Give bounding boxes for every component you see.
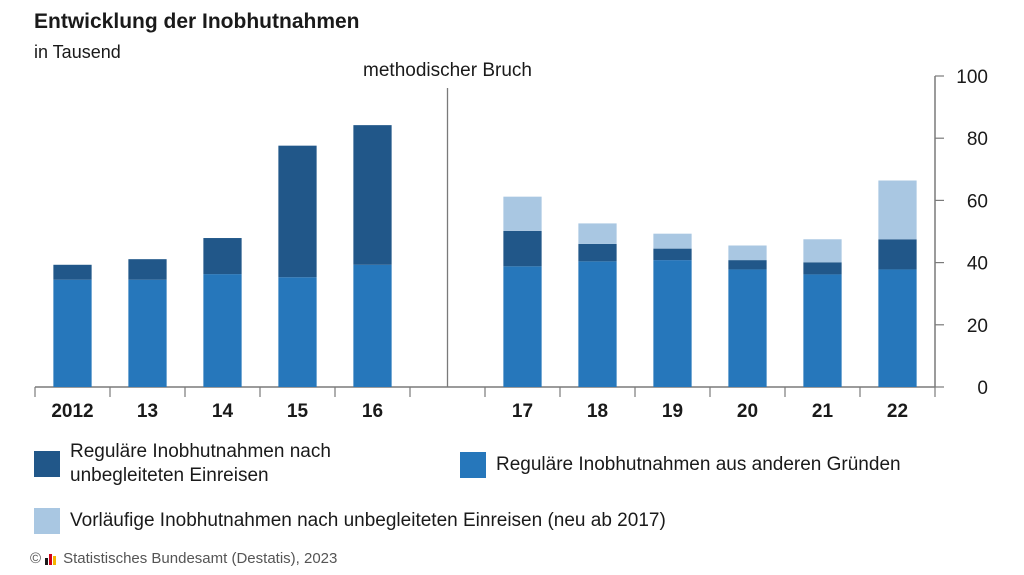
legend-item-andere: Reguläre Inobhutnahmen aus anderen Gründ… <box>460 452 901 478</box>
y-tick-label: 0 <box>977 378 988 399</box>
x-tick-label: 21 <box>812 401 834 422</box>
bar-segment-andere-2012 <box>53 279 92 387</box>
bar-segment-andere-21 <box>803 274 842 387</box>
legend-label-line: unbegleiteten Einreisen <box>70 465 269 486</box>
y-tick-label: 60 <box>967 191 988 212</box>
bar-segment-vorlaeufig-20 <box>728 245 767 261</box>
bar-segment-andere-16 <box>353 264 392 387</box>
x-tick-label: 17 <box>512 401 533 422</box>
bar-segment-unbegleitet-14 <box>203 238 242 275</box>
bar-segment-andere-19 <box>653 260 692 387</box>
bar-segment-vorlaeufig-18 <box>578 223 617 244</box>
bar-segment-andere-18 <box>578 261 617 387</box>
chart-subtitle: in Tausend <box>34 42 121 62</box>
x-tick-label: 16 <box>362 401 383 422</box>
y-tick-label: 80 <box>967 129 988 150</box>
bar-segment-unbegleitet-2012 <box>53 264 92 280</box>
legend-label-andere: Reguläre Inobhutnahmen aus anderen Gründ… <box>496 454 901 475</box>
x-tick-label: 18 <box>587 401 608 422</box>
chart-title: Entwicklung der Inobhutnahmen <box>34 10 360 33</box>
bar-segment-vorlaeufig-21 <box>803 239 842 263</box>
bar-segment-unbegleitet-16 <box>353 125 392 265</box>
bar-segment-andere-22 <box>878 269 917 387</box>
x-tick-label: 22 <box>887 401 908 422</box>
bar-segment-unbegleitet-22 <box>878 239 917 270</box>
bar-segment-andere-20 <box>728 269 767 387</box>
bar-segment-vorlaeufig-19 <box>653 233 692 249</box>
bar-segment-andere-15 <box>278 277 317 387</box>
bar-segment-unbegleitet-21 <box>803 262 842 275</box>
bar-segment-vorlaeufig-17 <box>503 196 542 231</box>
bar-segment-unbegleitet-17 <box>503 230 542 267</box>
y-tick-label: 20 <box>967 316 988 337</box>
x-tick-label: 2012 <box>51 401 93 422</box>
x-tick-label: 13 <box>137 401 158 422</box>
legend-item-vorlaeufig: Vorläufige Inobhutnahmen nach unbegleite… <box>34 508 666 534</box>
bar-segment-andere-13 <box>128 279 167 387</box>
legend-label-unbegleitet: Reguläre Inobhutnahmen nach unbegleitete… <box>70 440 331 488</box>
footer: © Statistisches Bundesamt (Destatis), 20… <box>30 550 337 567</box>
method-break-label: methodischer Bruch <box>363 60 532 81</box>
legend-swatch-vorlaeufig <box>34 508 60 534</box>
legend-swatch-unbegleitet <box>34 451 60 477</box>
destatis-logo-icon <box>45 552 59 566</box>
bar-segment-unbegleitet-20 <box>728 260 767 270</box>
legend-item-unbegleitet: Reguläre Inobhutnahmen nach unbegleitete… <box>34 440 331 488</box>
legend-label-vorlaeufig: Vorläufige Inobhutnahmen nach unbegleite… <box>70 510 666 531</box>
bar-chart: 0 20 40 60 80 100 methodischer Bruch 2012 13 14 15… <box>34 60 988 422</box>
bar-segment-unbegleitet-18 <box>578 243 617 262</box>
y-tick-label: 100 <box>956 67 988 88</box>
legend-swatch-andere <box>460 452 486 478</box>
y-tick-label: 40 <box>967 254 988 275</box>
x-tick-label: 14 <box>212 401 234 422</box>
bar-segment-vorlaeufig-22 <box>878 180 917 240</box>
source-text: Statistisches Bundesamt (Destatis), 2023 <box>63 550 338 567</box>
bar-segment-unbegleitet-13 <box>128 259 167 280</box>
x-tick-label: 19 <box>662 401 683 422</box>
bar-segment-andere-14 <box>203 274 242 387</box>
x-tick-label: 15 <box>287 401 309 422</box>
copyright-symbol: © <box>30 550 42 567</box>
bar-segment-unbegleitet-15 <box>278 145 317 278</box>
legend-label-line: Reguläre Inobhutnahmen nach <box>70 441 331 462</box>
bar-segment-unbegleitet-19 <box>653 248 692 261</box>
bar-segment-andere-17 <box>503 266 542 387</box>
x-tick-label: 20 <box>737 401 758 422</box>
